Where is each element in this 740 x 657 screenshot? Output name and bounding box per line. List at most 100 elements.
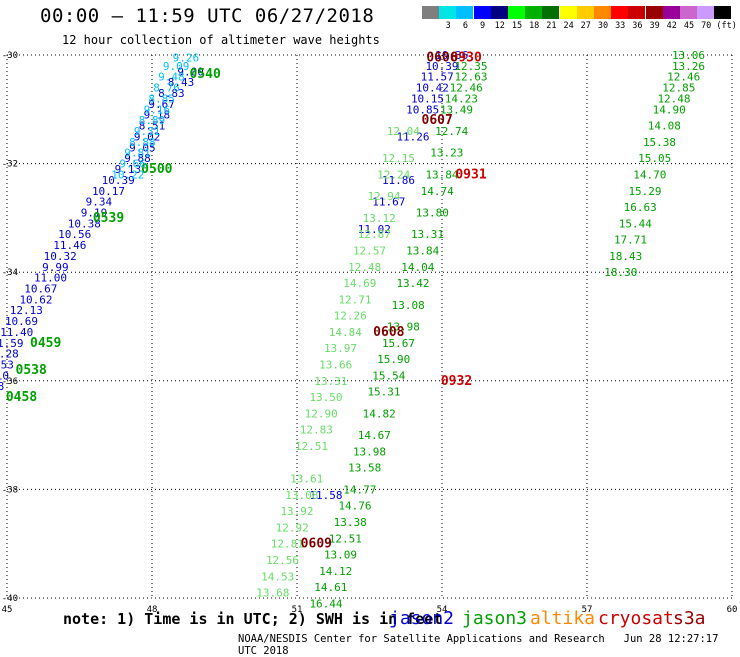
colorbar-label: 24 (563, 21, 574, 31)
data-point-label: 13.06 (672, 49, 705, 62)
data-point-label: 9.66 (119, 158, 146, 171)
data-point-label: 12.28 (0, 348, 19, 361)
data-point-label: 16.63 (624, 201, 657, 214)
data-point-label: 12.51 (295, 440, 328, 453)
y-tick-label: -32 (2, 160, 18, 170)
data-point-label: 12.92 (276, 521, 309, 534)
data-point-label: 8.43 (168, 76, 195, 89)
data-point-label: 8.88 (129, 136, 156, 149)
data-point-label: 13.09 (324, 549, 357, 562)
data-point-label: 14.04 (401, 261, 434, 274)
data-point-label: 9.02 (134, 130, 161, 143)
data-point-label: 11.58 (309, 489, 342, 502)
colorbar-swatch (508, 6, 525, 19)
data-point-label: 11.40 (0, 326, 33, 339)
x-tick-label: 57 (582, 605, 593, 615)
data-point-label: 9.81 (124, 147, 151, 160)
data-point-label: 9.31 (134, 125, 161, 138)
data-point-label: 13.08 (392, 299, 425, 312)
data-point-label: 13.97 (324, 342, 357, 355)
data-point-label: 12.56 (266, 554, 299, 567)
data-point-label: 12.26 (334, 310, 367, 323)
colorbar-swatch (611, 6, 629, 19)
data-point-label: 13.61 (290, 473, 323, 486)
y-tick-label: -38 (2, 485, 18, 495)
data-point-label: 12.48 (657, 92, 690, 105)
data-point-label: 14.69 (343, 277, 376, 290)
data-point-label: 8.76 (153, 82, 180, 95)
data-point-label: 0539 (93, 211, 124, 226)
data-point-label: 0931 (455, 167, 486, 182)
data-point-label: 13.66 (319, 359, 352, 372)
colorbar-swatch (697, 6, 715, 19)
data-point-label: 14.90 (653, 103, 686, 116)
data-point-label: 11.00 (34, 272, 67, 285)
data-point-label: 14.74 (421, 185, 454, 198)
chart-title: 00:00 – 11:59 UTC 06/27/2018 (40, 5, 375, 27)
y-tick-label: -40 (2, 594, 18, 604)
footer-credit: NOAA/NESDIS Center for Satellite Applica… (238, 633, 740, 657)
data-point-label: 9.05 (129, 141, 156, 154)
note-text: note: 1) Time is in UTC; 2) SWH is in fe… (63, 610, 443, 628)
data-point-label: 12.74 (435, 125, 468, 138)
colorbar-swatch (645, 6, 663, 19)
legend-jason2: jason2 (389, 608, 455, 629)
data-point-label: 8.85 (148, 92, 175, 105)
data-point-label: 14.53 (261, 570, 294, 583)
data-point-label: 10.56 (58, 228, 91, 241)
data-point-label: 9.19 (81, 206, 108, 219)
data-point-label: 12.13 (10, 304, 43, 317)
data-point-label: 14.23 (445, 92, 478, 105)
data-point-label: 9.18 (144, 109, 171, 122)
data-point-label: 10.39 (425, 60, 458, 73)
data-point-label: 13.42 (396, 277, 429, 290)
data-point-label: 9.99 (42, 261, 69, 274)
data-point-label: 12.57 (353, 244, 386, 257)
colorbar-swatch (594, 6, 611, 19)
colorbar-label: 70 (701, 21, 712, 31)
data-point-label: 12.46 (450, 82, 483, 95)
x-tick-label: 45 (2, 605, 13, 615)
colorbar-swatch (422, 6, 439, 19)
data-point-label: 12.35 (454, 60, 487, 73)
data-point-label: 13.08 (285, 489, 318, 502)
data-point-label: 9.88 (124, 152, 151, 165)
data-point-label: 14.84 (329, 326, 362, 339)
data-point-label: 18.43 (609, 250, 642, 263)
data-point-label: 9.48 (158, 71, 185, 84)
data-point-label: 10.38 (68, 217, 101, 230)
colorbar-swatch (662, 6, 680, 19)
colorbar-label: 18 (529, 21, 540, 31)
colorbar-swatch (439, 6, 457, 19)
x-tick-label: 48 (147, 605, 158, 615)
data-point-label: 10.32 (44, 250, 77, 263)
data-point-label: 12.24 (377, 168, 410, 181)
data-point-label: 12.83 (300, 424, 333, 437)
colorbar-label: 15 (511, 21, 523, 31)
data-point-label: 10.85 (406, 103, 439, 116)
data-point-label: 0540 (190, 67, 221, 82)
data-point-label: 13.84 (406, 244, 439, 257)
y-tick-label: -30 (2, 51, 18, 61)
data-point-label: 9.09 (163, 60, 190, 73)
data-point-label: 9.00 (177, 65, 204, 78)
data-point-label: 13.80 (416, 206, 449, 219)
data-point-label: 0538 (16, 363, 47, 378)
data-point-label: 12.04 (387, 125, 420, 138)
data-point-label: 14.82 (363, 407, 396, 420)
data-point-label: 0608 (373, 325, 404, 340)
data-point-label: 17.71 (614, 234, 647, 247)
colorbar-swatch (714, 6, 732, 19)
data-point-label: 10.15 (411, 92, 444, 105)
data-point-label: 11.59 (0, 337, 24, 350)
data-point-label: 11.28 (0, 380, 4, 393)
data-point-label: 11.26 (396, 130, 429, 143)
data-point-label: 12.87 (358, 228, 391, 241)
data-point-label: 12.85 (662, 82, 695, 95)
data-point-label: 0932 (441, 374, 472, 389)
data-point-label: 9.34 (86, 196, 113, 209)
data-point-label: 14.70 (633, 168, 666, 181)
data-point-label: 8.89 (139, 114, 166, 127)
data-point-label: 0459 (30, 336, 61, 351)
